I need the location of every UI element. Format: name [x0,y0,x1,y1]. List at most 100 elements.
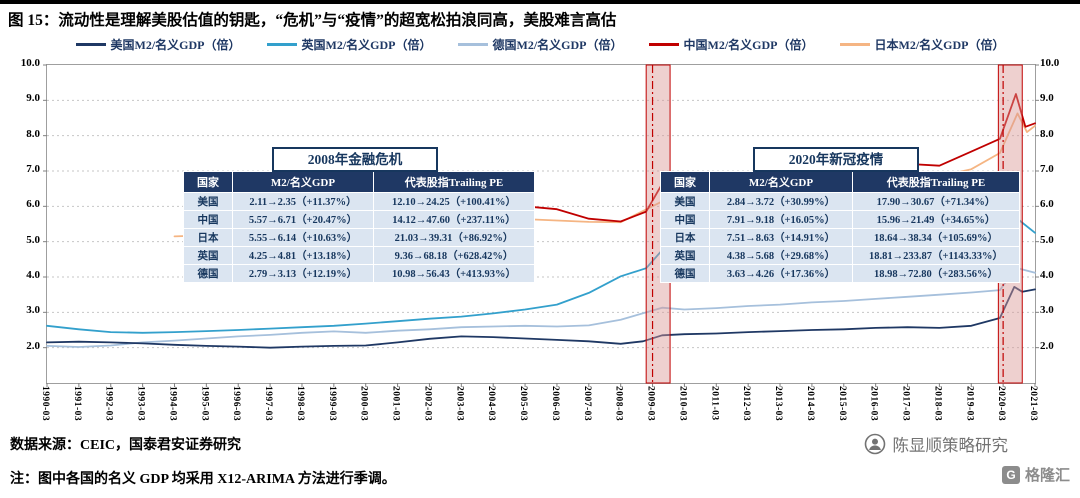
table-header: M2/名义GDP [709,171,853,193]
table-cell: 2.79→3.13（+12.19%） [232,264,374,283]
gelonghui-text: 格隆汇 [1024,467,1070,484]
table-cell: 18.64→38.34（+105.69%） [852,228,1020,247]
table-cell: 5.55→6.14（+10.63%） [232,228,374,247]
x-axis-tick: 1990-03 [40,386,50,422]
x-axis-tick: 2009-03 [645,386,656,422]
x-axis-tick: 1993-03 [135,386,146,422]
y-axis-tick-right: 6.0 [1040,198,1054,211]
legend-label: 美国M2/名义GDP（倍） [110,38,241,52]
y-axis-tick-left: 6.0 [26,198,40,211]
x-axis-tick: 2012-03 [741,386,752,422]
table-cell: 2.11→2.35（+11.37%） [232,192,374,211]
legend-label: 德国M2/名义GDP（倍） [492,38,623,52]
gelonghui-logo: G 格隆汇 [1001,464,1070,485]
table-cell: 15.96→21.49（+34.65%） [852,210,1020,229]
table-row: 英国 4.38→5.68（+29.68%） 18.81→233.87（+1143.3… [660,246,1020,265]
x-axis-tick: 1994-03 [167,386,178,422]
table-header: 代表股指Trailing PE [852,171,1020,193]
legend-line-swatch [266,43,297,46]
x-axis-tick: 2021-03 [1028,386,1038,422]
table-cell: 美国 [660,192,710,211]
table-cell: 9.36→68.18（+628.42%） [373,246,535,265]
y-axis-tick-left: 3.0 [26,304,40,317]
legend-item-4: 中国M2/名义GDP（倍） [648,36,814,53]
table-row: 美国 2.11→2.35（+11.37%） 12.10→24.25（+100.41%… [183,192,535,211]
x-axis-tick: 2002-03 [422,386,433,422]
wechat-account-icon [864,433,885,455]
x-axis-tick: 1992-03 [103,386,114,422]
y-axis-tick-left: 7.0 [26,163,40,175]
event-table-1: 国家 M2/名义GDP 代表股指Trailing PE 美国 2.11→2.35（+11… [183,171,535,283]
x-axis-tick: 1991-03 [71,386,82,422]
table-cell: 4.38→5.68（+29.68%） [709,246,853,265]
y-axis-tick-left: 10.0 [20,57,40,69]
x-axis-tick: 2016-03 [868,386,879,422]
table-cell: 德国 [660,264,710,283]
table-cell: 18.98→72.80（+283.56%） [852,264,1020,283]
x-axis-tick: 2011-03 [709,386,720,421]
chart-legend: 美国M2/名义GDP（倍） 英国M2/名义GDP（倍） 德国M2/名义GDP（倍） 中… [0,36,1080,53]
legend-label: 日本M2/名义GDP（倍） [874,38,1005,52]
x-axis-tick: 2020-03 [996,386,1007,422]
y-axis-tick-left: 9.0 [26,92,40,105]
brand-name: 陈显顺策略研究 [892,437,1009,455]
table-header: 代表股指Trailing PE [373,171,535,193]
legend-label: 中国M2/名义GDP（倍） [683,38,814,52]
legend-item-2: 英国M2/名义GDP（倍） [266,36,432,53]
event-table-2: 国家 M2/名义GDP 代表股指Trailing PE 美国 2.84→3.72（+30… [660,171,1020,283]
x-axis-tick: 1998-03 [294,386,305,422]
wechat-brand: 陈显顺策略研究 [864,432,1009,456]
y-axis-tick-right: 3.0 [1040,304,1054,317]
y-axis-tick-right: 4.0 [1040,269,1054,281]
legend-line-swatch [75,43,106,46]
x-axis-tick: 2010-03 [677,386,688,422]
x-axis-tick: 2001-03 [390,386,401,422]
table-header: 国家 [183,171,233,193]
table-cell: 17.90→30.67（+71.34%） [852,192,1020,211]
y-axis-tick-right: 10.0 [1040,57,1060,69]
table-header-row: 国家 M2/名义GDP 代表股指Trailing PE [660,171,1020,193]
table-header: 国家 [660,171,710,193]
table-row: 日本 7.51→8.63（+14.91%） 18.64→38.34（+105.69%… [660,228,1020,247]
y-axis-tick-right: 9.0 [1040,92,1054,105]
table-cell: 2.84→3.72（+30.99%） [709,192,853,211]
x-axis-tick: 2000-03 [358,386,369,422]
table-cell: 7.51→8.63（+14.91%） [709,228,853,247]
legend-item-5: 日本M2/名义GDP（倍） [839,36,1005,53]
table-header-row: 国家 M2/名义GDP 代表股指Trailing PE [183,171,535,193]
table-cell: 10.98→56.43（+413.93%） [373,264,535,283]
table-cell: 中国 [660,210,710,229]
table-cell: 英国 [660,246,710,265]
y-axis-tick-left: 8.0 [26,127,40,140]
table-cell: 日本 [183,228,233,247]
figure-title: 图 15：流动性是理解美股估值的钥匙，“危机”与“疫情”的超宽松拍浪同高，美股难… [8,12,617,29]
x-axis-tick: 1997-03 [263,386,274,422]
x-axis-tick: 2007-03 [581,386,592,422]
series-line [46,285,1036,349]
table-cell: 14.12→47.60（+237.11%） [373,210,535,229]
y-axis-tick-left: 5.0 [26,233,40,246]
x-axis-tick: 1996-03 [231,386,242,422]
table-row: 日本 5.55→6.14（+10.63%） 21.03→39.31（+86.92%） [183,228,535,247]
table-cell: 5.57→6.71（+20.47%） [232,210,374,229]
x-axis-tick: 2004-03 [486,386,497,422]
table-row: 德国 2.79→3.13（+12.19%） 10.98→56.43（+413.93%… [183,264,535,283]
legend-item-1: 美国M2/名义GDP（倍） [75,36,241,53]
event-label-2008-crisis: 2008年金融危机 [272,147,438,172]
y-axis-tick-left: 4.0 [26,269,40,281]
table-row: 中国 7.91→9.18（+16.05%） 15.96→21.49（+34.65%） [660,210,1020,229]
legend-line-swatch [839,43,870,46]
table-cell: 18.81→233.87（+1143.33%） [852,246,1020,265]
table-cell: 21.03→39.31（+86.92%） [373,228,535,247]
x-axis-tick: 1995-03 [199,386,210,422]
x-axis-tick: 2014-03 [804,386,815,422]
y-axis-tick-right: 2.0 [1040,339,1054,352]
legend-line-swatch [648,43,679,46]
x-axis-tick: 2017-03 [900,386,911,422]
legend-label: 英国M2/名义GDP（倍） [301,38,432,52]
legend-line-swatch [457,43,488,46]
y-axis-tick-right: 7.0 [1040,163,1054,175]
y-axis-tick-right: 8.0 [1040,127,1054,140]
table-cell: 美国 [183,192,233,211]
